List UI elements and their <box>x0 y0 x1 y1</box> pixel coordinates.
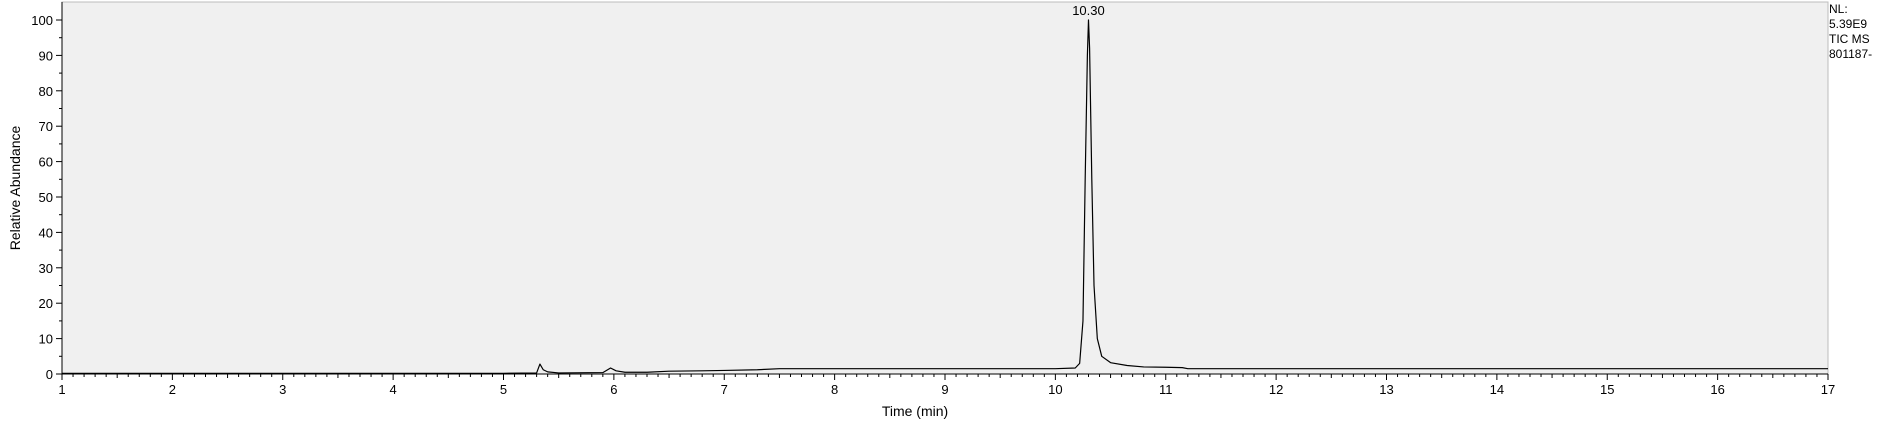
x-tick-label: 12 <box>1269 382 1283 397</box>
nl-value: 5.39E9 <box>1829 17 1868 31</box>
y-tick-label: 90 <box>39 48 53 63</box>
scan-info-panel: NL: 5.39E9 TIC MS 801187- <box>1829 2 1879 62</box>
x-tick-label: 5 <box>500 382 507 397</box>
y-tick-label: 70 <box>39 119 53 134</box>
tic-trace-line <box>62 19 1828 374</box>
series-layer <box>62 19 1828 374</box>
plot-area <box>61 1 1829 375</box>
y-tick-label: 30 <box>39 261 53 276</box>
x-tick-label: 4 <box>390 382 397 397</box>
x-tick-label: 1 <box>58 382 65 397</box>
x-tick-label: 8 <box>831 382 838 397</box>
x-tick-label: 13 <box>1379 382 1393 397</box>
y-tick-label: 40 <box>39 225 53 240</box>
x-tick-label: 16 <box>1710 382 1724 397</box>
y-tick-label: 0 <box>46 367 53 382</box>
x-tick-label: 2 <box>169 382 176 397</box>
y-tick-label: 80 <box>39 84 53 99</box>
y-tick-label: 100 <box>31 13 53 28</box>
x-tick-label: 11 <box>1159 382 1173 397</box>
x-tick-label: 3 <box>279 382 286 397</box>
y-axis-title: Relative Abundance <box>7 126 23 251</box>
y-tick-label: 20 <box>39 296 53 311</box>
x-axis-ticks: 1 2 3 4 5 6 7 8 9 10 11 12 13 14 15 16 17 <box>58 374 1835 397</box>
x-tick-label: 7 <box>721 382 728 397</box>
x-axis-title: Time (min) <box>882 403 948 419</box>
y-tick-label: 60 <box>39 155 53 170</box>
x-tick-label: 6 <box>610 382 617 397</box>
y-tick-label: 10 <box>39 332 53 347</box>
x-tick-label: 14 <box>1490 382 1504 397</box>
y-tick-label: 50 <box>39 190 53 205</box>
peak-label: 10.30 <box>1072 3 1105 18</box>
x-tick-label: 17 <box>1821 382 1835 397</box>
scan-filter: TIC MS <box>1829 32 1870 46</box>
peak-labels: 10.30 <box>1072 3 1105 18</box>
file-name: 801187- <box>1829 47 1873 61</box>
x-tick-label: 9 <box>941 382 948 397</box>
x-tick-label: 10 <box>1048 382 1062 397</box>
x-tick-label: 15 <box>1600 382 1614 397</box>
nl-label: NL: <box>1829 2 1848 16</box>
y-axis-ticks: 0 10 20 30 40 50 60 70 80 90 100 <box>31 13 62 382</box>
